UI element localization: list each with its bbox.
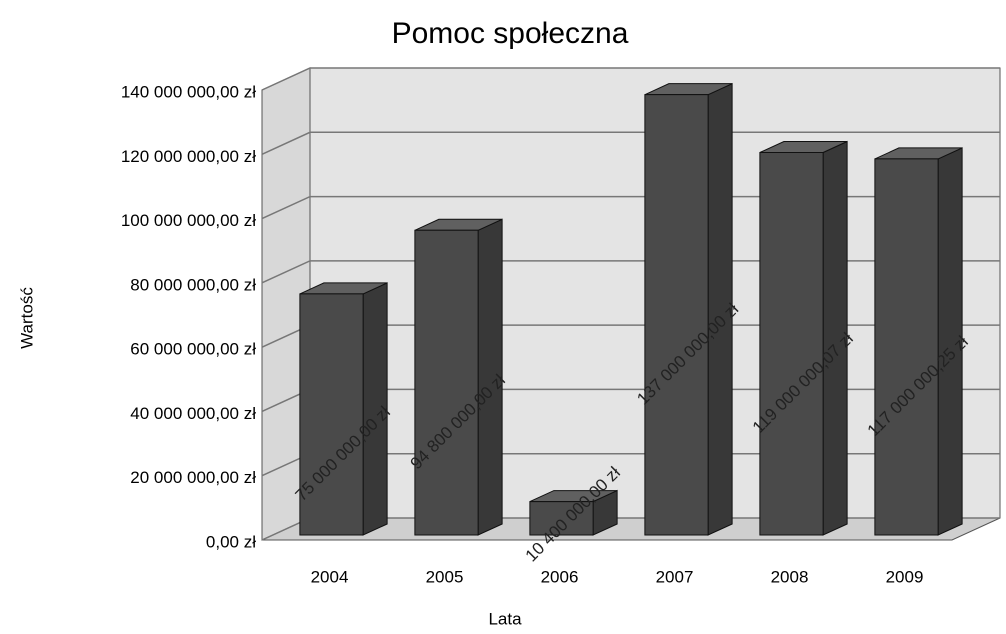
y-axis-label: Wartość xyxy=(17,287,36,349)
y-tick-label: 80 000 000,00 zł xyxy=(130,275,256,294)
bar-face xyxy=(529,501,594,536)
bar xyxy=(874,147,963,536)
x-tick-label: 2005 xyxy=(426,567,464,586)
bar xyxy=(299,282,388,536)
x-tick-label: 2009 xyxy=(886,567,924,586)
bar xyxy=(414,218,503,536)
chart-title: Pomoc społeczna xyxy=(392,17,629,50)
y-tick-label: 40 000 000,00 zł xyxy=(130,404,256,423)
y-tick-label: 60 000 000,00 zł xyxy=(130,340,256,359)
bar xyxy=(644,82,733,536)
grid-line xyxy=(261,131,1000,155)
bar-face xyxy=(414,229,479,536)
bar-face xyxy=(874,158,939,536)
y-tick-label: 140 000 000,00 zł xyxy=(121,82,256,101)
x-tick-label: 2006 xyxy=(541,567,579,586)
x-tick-label: 2007 xyxy=(656,567,694,586)
bar xyxy=(759,140,848,536)
grid-line xyxy=(261,67,1000,91)
y-tick-label: 120 000 000,00 zł xyxy=(121,147,256,166)
y-tick-label: 100 000 000,00 zł xyxy=(121,211,256,230)
x-axis-label: Lata xyxy=(488,609,522,628)
bar-face xyxy=(759,152,824,536)
bar-face xyxy=(299,293,364,536)
x-tick-label: 2004 xyxy=(311,567,349,586)
bar-face xyxy=(644,94,709,536)
x-tick-label: 2008 xyxy=(771,567,809,586)
y-tick-label: 20 000 000,00 zł xyxy=(130,468,256,487)
y-tick-label: 0,00 zł xyxy=(206,532,256,551)
bar xyxy=(529,489,618,536)
